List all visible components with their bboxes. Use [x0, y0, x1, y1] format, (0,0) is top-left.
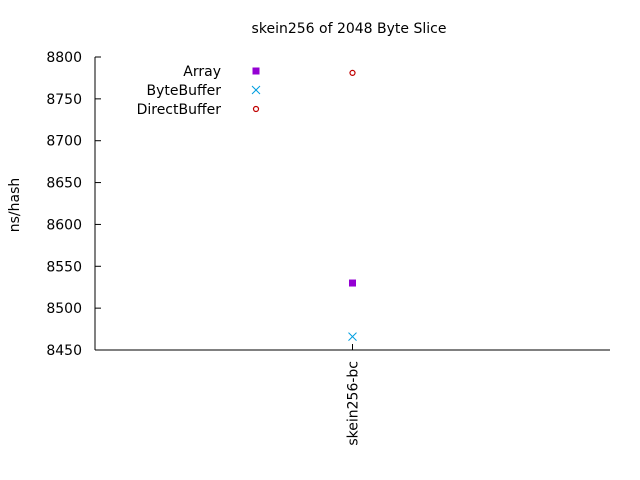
data-point	[349, 69, 356, 77]
data-points	[348, 69, 357, 341]
x-tick-label: skein256-bc	[346, 361, 362, 446]
legend-label: Array	[183, 64, 221, 80]
y-tick-label: 8600	[46, 217, 82, 233]
y-tick-label: 8800	[46, 50, 82, 66]
y-tick-label: 8750	[46, 92, 82, 108]
y-tick-label: 8700	[46, 134, 82, 150]
legend-label: ByteBuffer	[147, 83, 222, 99]
y-tick-label: 8650	[46, 176, 82, 192]
y-tick-label: 8500	[46, 301, 82, 317]
y-tick-label: 8450	[46, 343, 82, 359]
data-point	[348, 332, 357, 341]
legend-marker	[251, 85, 261, 95]
data-point	[349, 279, 356, 287]
chart-title: skein256 of 2048 Byte Slice	[252, 21, 447, 37]
y-axis-label: ns/hash	[7, 178, 23, 233]
y-tick-label: 8550	[46, 259, 82, 275]
legend: Array ByteBuffer DirectBuffer	[137, 64, 261, 118]
legend-label: DirectBuffer	[137, 102, 222, 118]
x-ticks: skein256-bc	[346, 344, 362, 446]
y-ticks: 8450 8500 8550 8600 8650 8700 8750 8800	[46, 50, 101, 359]
legend-marker	[252, 67, 260, 75]
legend-marker	[252, 105, 260, 113]
